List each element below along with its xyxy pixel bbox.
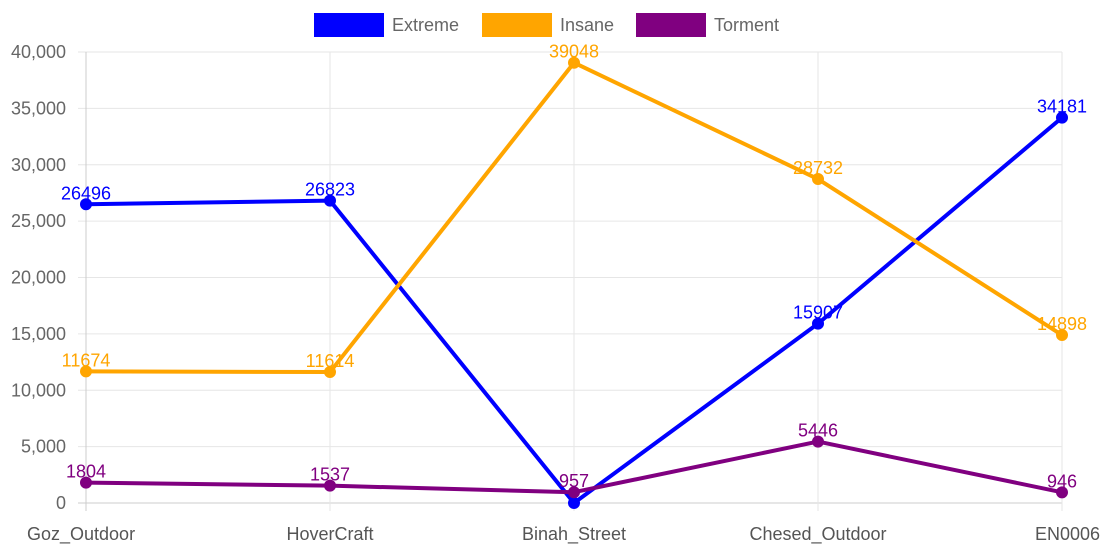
data-label: 34181 <box>1037 97 1087 117</box>
legend-swatch-torment <box>636 13 706 37</box>
data-point <box>1056 329 1068 342</box>
data-label: 26496 <box>61 183 111 203</box>
data-point <box>324 366 336 379</box>
series-lines <box>80 56 1068 509</box>
x-tick-label: Chesed_Outdoor <box>749 524 886 545</box>
data-label: 1537 <box>310 465 350 485</box>
y-tick-label: 40,000 <box>11 42 66 62</box>
x-tick-label: Binah_Street <box>522 524 626 545</box>
data-point <box>1056 111 1068 124</box>
data-label: 5446 <box>798 421 838 441</box>
data-point <box>568 497 580 509</box>
y-tick-label: 30,000 <box>11 155 66 175</box>
legend-label-extreme: Extreme <box>392 15 459 35</box>
data-label: 15907 <box>793 303 843 323</box>
legend-label-insane: Insane <box>560 15 614 35</box>
data-label: 946 <box>1047 471 1077 491</box>
x-axis: Goz_Outdoor HoverCraft Binah_Street Chesed_… <box>27 524 1100 545</box>
data-point <box>812 173 824 186</box>
y-tick-label: 5,000 <box>21 437 66 457</box>
data-point <box>80 476 92 489</box>
legend-swatch-insane <box>482 13 552 37</box>
data-point <box>324 479 336 492</box>
y-tick-label: 35,000 <box>11 98 66 118</box>
data-label: 14898 <box>1037 314 1087 334</box>
y-tick-label: 15,000 <box>11 324 66 344</box>
data-labels: 26496 26823 15907 34181 11674 11614 39048 28732… <box>61 42 1087 492</box>
data-point <box>568 486 580 499</box>
x-tick-label: EN0006 <box>1035 524 1100 544</box>
data-label: 1804 <box>66 462 106 482</box>
legend: Extreme Insane Torment <box>314 13 779 37</box>
data-point <box>568 56 580 69</box>
legend-label-torment: Torment <box>714 15 779 35</box>
data-label: 11614 <box>306 351 355 371</box>
y-tick-label: 10,000 <box>11 380 66 400</box>
data-point <box>80 365 92 378</box>
y-tick-label: 25,000 <box>11 211 66 231</box>
data-point <box>1056 486 1068 499</box>
data-label: 28732 <box>793 158 843 178</box>
data-label: 11674 <box>62 350 111 370</box>
legend-swatch-extreme <box>314 13 384 37</box>
data-point <box>812 435 824 448</box>
grid-lines <box>78 51 1063 511</box>
data-point <box>324 194 336 207</box>
x-tick-label: HoverCraft <box>286 524 373 544</box>
y-axis: 0 5,000 10,000 15,000 20,000 25,000 30,000 35,0… <box>11 42 66 513</box>
x-tick-label: Goz_Outdoor <box>27 524 135 545</box>
data-point <box>80 198 92 211</box>
data-label: 39048 <box>549 42 599 62</box>
y-tick-label: 0 <box>56 493 66 513</box>
data-label: 957 <box>559 471 589 491</box>
y-tick-label: 20,000 <box>11 268 66 288</box>
data-label: 26823 <box>305 180 355 200</box>
data-point <box>812 317 824 330</box>
